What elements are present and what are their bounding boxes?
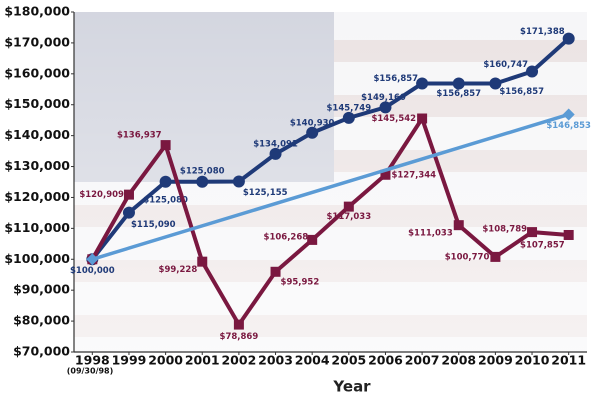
point xyxy=(416,77,429,90)
point xyxy=(197,256,208,267)
data-label: $136,937 xyxy=(117,131,162,141)
data-label: $111,033 xyxy=(408,229,453,239)
x-tick-label: 1999 xyxy=(112,353,147,368)
data-label: $156,857 xyxy=(499,87,544,97)
data-label: $95,952 xyxy=(281,277,320,287)
point xyxy=(232,175,245,188)
point xyxy=(196,175,209,188)
point xyxy=(562,32,575,45)
y-tick-label: $70,000 xyxy=(13,344,70,359)
data-label: $115,090 xyxy=(131,220,176,230)
series-line xyxy=(90,37,571,261)
point xyxy=(490,251,501,262)
data-label: $107,857 xyxy=(520,240,565,250)
y-tick-label: $90,000 xyxy=(13,282,70,297)
point xyxy=(489,77,502,90)
point xyxy=(306,126,319,139)
data-label: $171,388 xyxy=(520,27,565,37)
point xyxy=(342,111,355,124)
point xyxy=(380,169,391,180)
y-tick-label: $130,000 xyxy=(4,158,70,173)
x-tick-label: 2010 xyxy=(515,353,550,368)
point xyxy=(307,234,318,245)
data-label: $125,080 xyxy=(180,166,225,176)
data-label: $117,033 xyxy=(327,212,372,222)
data-label: $127,344 xyxy=(391,170,436,180)
data-label: $134,091 xyxy=(253,139,298,149)
point xyxy=(526,65,539,78)
data-label: $99,228 xyxy=(159,265,198,275)
x-tick-label: 2007 xyxy=(405,353,440,368)
data-label: $78,869 xyxy=(220,332,259,342)
point xyxy=(159,175,172,188)
x-tick-label: 2004 xyxy=(295,353,330,368)
x-tick-label: 1998 xyxy=(75,353,110,368)
series-line xyxy=(91,112,570,261)
series-line xyxy=(90,113,569,329)
x-tick-label: 2006 xyxy=(368,353,403,368)
x-tick-label: 2011 xyxy=(551,353,586,368)
x-tick-label: 2005 xyxy=(331,353,366,368)
data-label: $145,542 xyxy=(371,114,416,124)
y-tick-label: $180,000 xyxy=(4,4,70,19)
data-label: $120,909 xyxy=(79,190,124,200)
data-label: $156,857 xyxy=(373,74,418,84)
data-label: $149,160 xyxy=(361,93,406,103)
point xyxy=(269,147,282,160)
y-tick-label: $100,000 xyxy=(4,251,70,266)
x-tick-label: 2009 xyxy=(478,353,513,368)
data-label: $160,747 xyxy=(483,60,528,70)
y-tick-label: $170,000 xyxy=(4,34,70,49)
y-tick-label: $120,000 xyxy=(4,189,70,204)
point xyxy=(563,229,574,240)
point xyxy=(452,77,465,90)
point xyxy=(86,253,99,266)
point xyxy=(527,227,538,238)
x-tick-label: 2000 xyxy=(148,353,183,368)
point xyxy=(562,108,575,121)
y-tick-label: $150,000 xyxy=(4,96,70,111)
x-tick-label: 2001 xyxy=(185,353,220,368)
point xyxy=(270,266,281,277)
data-label: $125,080 xyxy=(143,195,188,205)
y-tick-label: $110,000 xyxy=(4,220,70,235)
y-tick-label: $160,000 xyxy=(4,65,70,80)
point xyxy=(233,319,244,330)
data-label: $125,155 xyxy=(243,188,288,198)
point xyxy=(122,206,135,219)
x-tick-label: 2003 xyxy=(258,353,293,368)
point xyxy=(453,220,464,231)
y-tick-label: $80,000 xyxy=(13,313,70,328)
x-tick-label: 2002 xyxy=(221,353,256,368)
point xyxy=(417,113,428,124)
data-label: $100,770 xyxy=(445,252,490,262)
x-axis-title: Year xyxy=(332,378,371,396)
point xyxy=(343,201,354,212)
data-label: $100,000 xyxy=(70,266,115,276)
x-note: (09/30/98) xyxy=(67,367,114,376)
point xyxy=(123,189,134,200)
data-label: $108,789 xyxy=(482,225,527,235)
point xyxy=(160,140,171,151)
data-label: $106,268 xyxy=(264,232,309,242)
data-label: $140,930 xyxy=(290,118,335,128)
data-label: $146,853 xyxy=(546,121,591,131)
y-tick-label: $140,000 xyxy=(4,127,70,142)
data-label: $156,857 xyxy=(436,89,481,99)
x-tick-label: 2008 xyxy=(441,353,476,368)
point xyxy=(379,101,392,114)
data-label: $145,749 xyxy=(327,103,372,113)
